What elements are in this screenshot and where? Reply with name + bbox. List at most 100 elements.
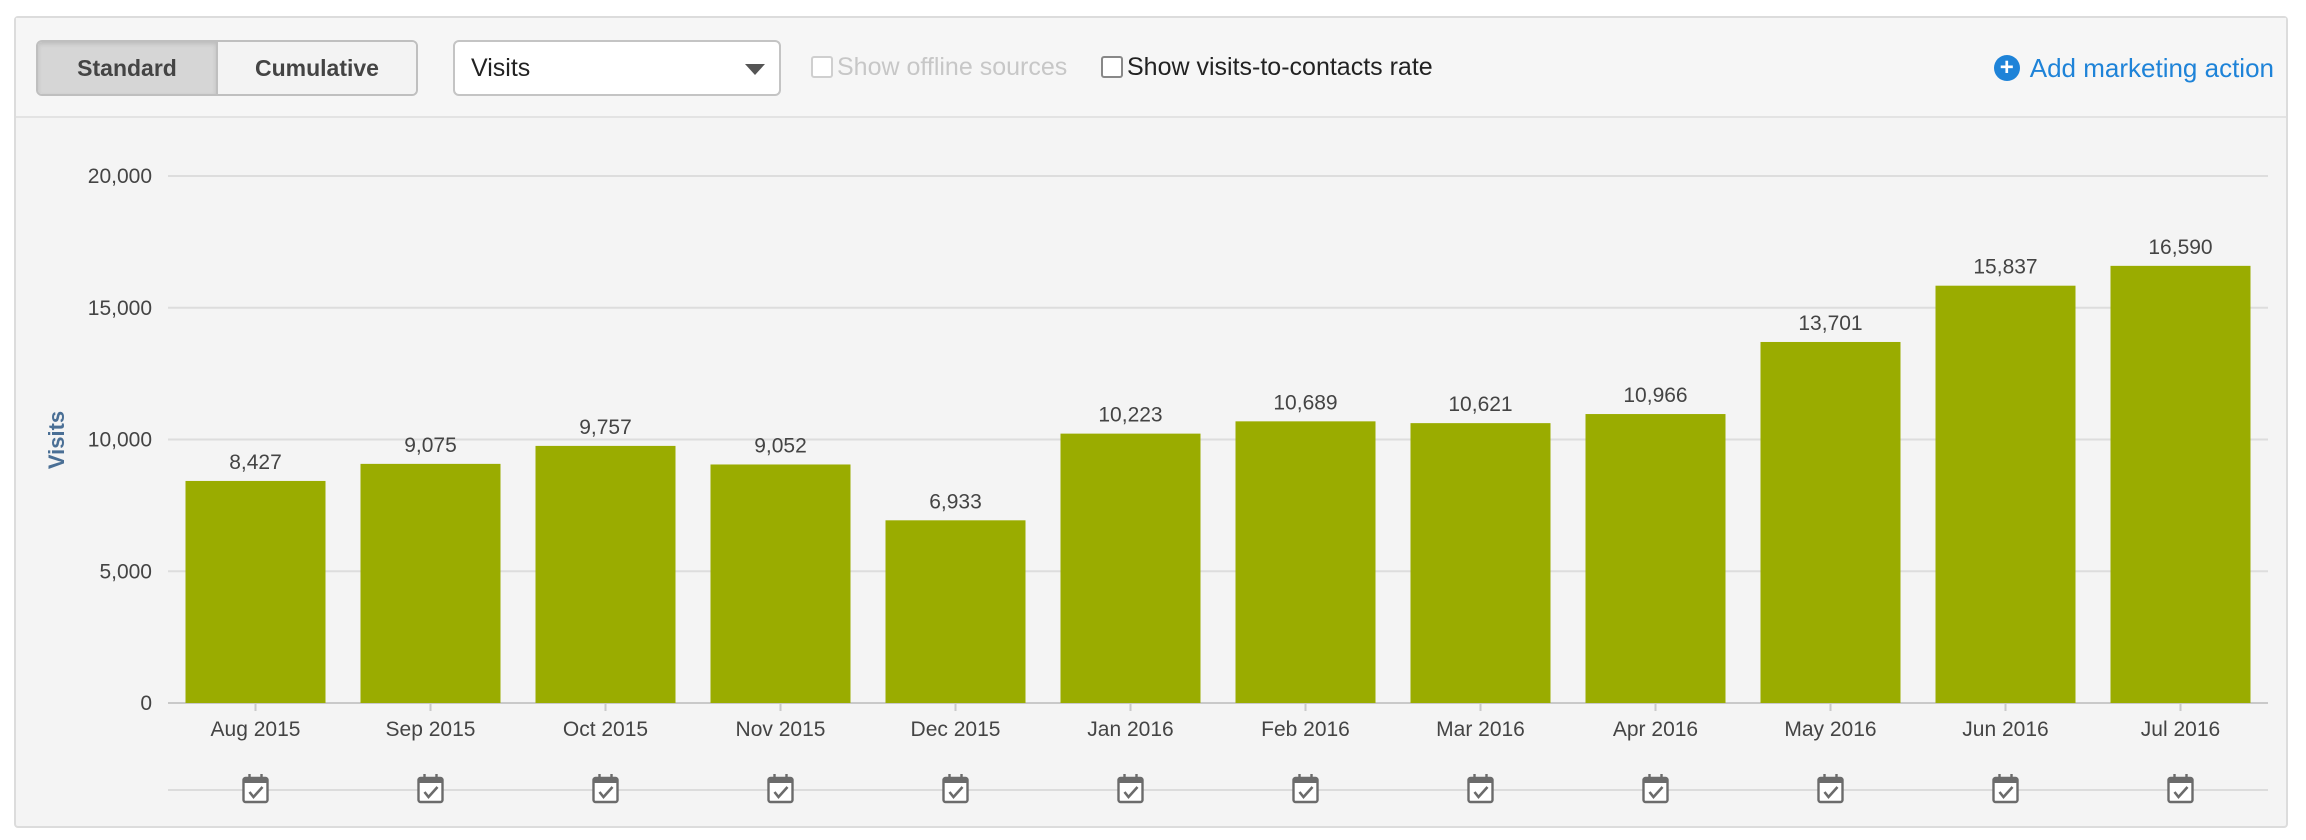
calendar-check-icon bbox=[2167, 774, 2194, 804]
calendar-header bbox=[1118, 778, 1143, 783]
calendar-check-icon bbox=[592, 774, 619, 804]
calendar-check-icon bbox=[1467, 774, 1494, 804]
bar bbox=[1935, 285, 2076, 703]
data-label: 8,427 bbox=[229, 451, 282, 474]
x-tick-label: Apr 2016 bbox=[1613, 718, 1698, 741]
check-mark bbox=[948, 786, 964, 800]
show-rate-checkbox[interactable]: Show visits-to-contacts rate bbox=[1101, 52, 1433, 82]
x-tick-label: Dec 2015 bbox=[911, 718, 1001, 741]
cumulative-button[interactable]: Cumulative bbox=[216, 42, 416, 94]
y-tick-label: 15,000 bbox=[88, 297, 152, 320]
calendar-check-icon bbox=[1292, 774, 1319, 804]
check-mark bbox=[248, 786, 264, 800]
metric-select-value: Visits bbox=[471, 54, 531, 82]
view-mode-toggle: Standard Cumulative bbox=[36, 40, 418, 96]
data-label: 9,757 bbox=[579, 416, 632, 439]
bar bbox=[185, 480, 326, 703]
y-tick-label: 20,000 bbox=[88, 165, 152, 188]
x-tick-label: Jun 2016 bbox=[1962, 718, 2048, 741]
check-mark bbox=[1473, 786, 1489, 800]
x-tick-label: Jan 2016 bbox=[1087, 718, 1173, 741]
add-marketing-action-label: Add marketing action bbox=[2029, 52, 2274, 83]
bar bbox=[2110, 265, 2251, 703]
y-axis-title: Visits bbox=[44, 411, 69, 469]
calendar-header bbox=[2168, 778, 2193, 783]
check-mark bbox=[1998, 786, 2014, 800]
bar bbox=[1760, 341, 1901, 703]
calendar-check-icon bbox=[942, 774, 969, 804]
show-offline-sources-label: Show offline sources bbox=[837, 52, 1068, 81]
bar bbox=[1235, 421, 1376, 703]
data-label: 16,590 bbox=[2148, 236, 2212, 259]
bar bbox=[360, 463, 501, 703]
check-mark bbox=[423, 786, 439, 800]
x-tick-label: Aug 2015 bbox=[211, 718, 301, 741]
calendar-check-icon bbox=[767, 774, 794, 804]
x-tick-label: Oct 2015 bbox=[563, 718, 648, 741]
data-label: 15,837 bbox=[1973, 256, 2037, 279]
x-tick-label: Sep 2015 bbox=[386, 718, 476, 741]
chevron-down-icon bbox=[745, 64, 765, 75]
x-axis-ticks: Aug 2015 Sep 2015 Oct 2015 Nov 2015 Dec 2015… bbox=[211, 703, 2220, 741]
marketing-action-row bbox=[168, 774, 2268, 804]
checkbox-box[interactable] bbox=[1101, 56, 1123, 78]
x-tick-label: Feb 2016 bbox=[1261, 718, 1350, 741]
calendar-header bbox=[1643, 778, 1668, 783]
data-label: 9,052 bbox=[754, 434, 807, 457]
check-mark bbox=[1648, 786, 1664, 800]
y-tick-label: 0 bbox=[140, 692, 152, 715]
calendar-header bbox=[1293, 778, 1318, 783]
show-rate-label: Show visits-to-contacts rate bbox=[1127, 52, 1433, 81]
check-mark bbox=[1123, 786, 1139, 800]
y-tick-label: 10,000 bbox=[88, 429, 152, 452]
calendar-check-icon bbox=[1117, 774, 1144, 804]
show-offline-sources-checkbox[interactable]: Show offline sources bbox=[811, 52, 1067, 82]
data-label: 13,701 bbox=[1798, 312, 1862, 335]
chart-toolbar: Standard Cumulative Visits Show offline … bbox=[16, 18, 2286, 118]
data-label: 10,621 bbox=[1448, 393, 1512, 416]
bar bbox=[710, 464, 851, 703]
x-tick-label: Jul 2016 bbox=[2141, 718, 2220, 741]
calendar-header bbox=[1993, 778, 2018, 783]
bar bbox=[1060, 433, 1201, 703]
data-label: 10,223 bbox=[1098, 404, 1162, 427]
check-mark bbox=[1298, 786, 1314, 800]
bar bbox=[1410, 423, 1551, 703]
x-tick-label: Nov 2015 bbox=[736, 718, 826, 741]
data-label: 9,075 bbox=[404, 434, 457, 457]
data-label: 6,933 bbox=[929, 490, 982, 513]
check-mark bbox=[598, 786, 614, 800]
add-marketing-action-link[interactable]: + Add marketing action bbox=[1993, 48, 2274, 88]
bar bbox=[535, 445, 676, 703]
bar bbox=[1585, 414, 1726, 703]
x-tick-label: May 2016 bbox=[1784, 718, 1876, 741]
calendar-header bbox=[243, 778, 268, 783]
plus-circle-icon: + bbox=[1993, 55, 2020, 81]
calendar-header bbox=[593, 778, 618, 783]
calendar-check-icon bbox=[1992, 774, 2019, 804]
gridlines bbox=[168, 175, 2268, 704]
y-tick-label: 5,000 bbox=[99, 560, 152, 583]
calendar-check-icon bbox=[417, 774, 444, 804]
bars: 8,427 9,075 9,757 9,052 6,933 10,223 10,689 10,… bbox=[185, 236, 2251, 703]
calendar-header bbox=[943, 778, 968, 783]
bar bbox=[885, 520, 1026, 703]
calendar-check-icon bbox=[242, 774, 269, 804]
check-mark bbox=[773, 786, 789, 800]
check-mark bbox=[2173, 786, 2189, 800]
y-axis-ticks: 0 5,000 10,000 15,000 20,000 bbox=[88, 165, 152, 715]
calendar-header bbox=[1468, 778, 1493, 783]
calendar-header bbox=[768, 778, 793, 783]
calendar-check-icon bbox=[1817, 774, 1844, 804]
calendar-check-icon bbox=[1642, 774, 1669, 804]
checkbox-box[interactable] bbox=[811, 56, 833, 78]
x-tick-label: Mar 2016 bbox=[1436, 718, 1525, 741]
standard-button[interactable]: Standard bbox=[38, 42, 216, 94]
data-label: 10,689 bbox=[1273, 391, 1337, 414]
check-mark bbox=[1823, 786, 1839, 800]
metric-select[interactable]: Visits bbox=[453, 40, 781, 96]
calendar-header bbox=[418, 778, 443, 783]
calendar-header bbox=[1818, 778, 1843, 783]
data-label: 10,966 bbox=[1623, 384, 1687, 407]
